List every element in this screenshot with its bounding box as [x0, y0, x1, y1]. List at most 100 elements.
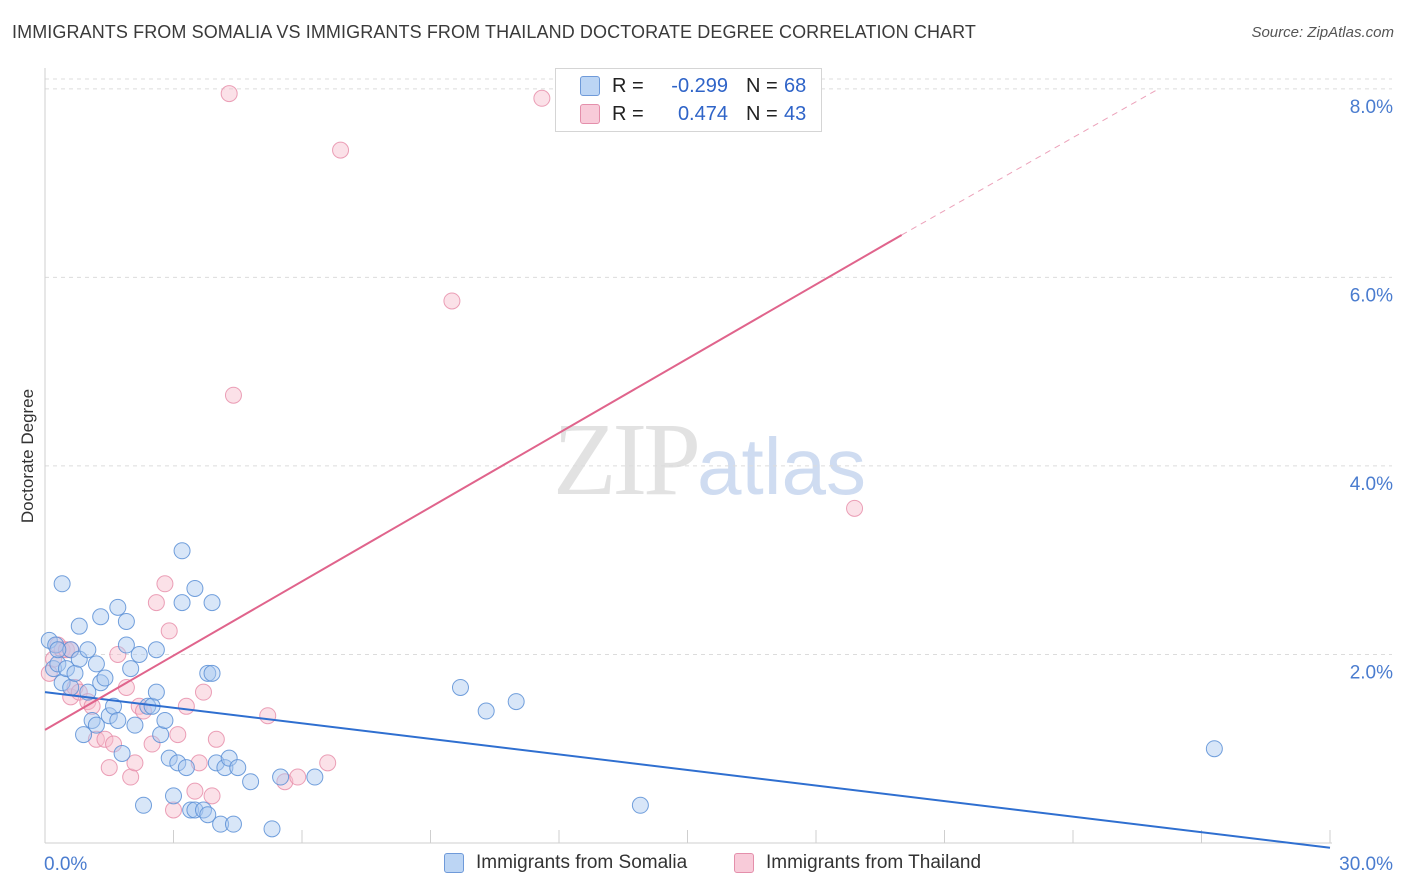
somalia-point	[173, 594, 191, 612]
somalia-trend-line	[44, 691, 1331, 849]
thailand-legend-swatch	[734, 853, 754, 873]
thailand-swatch	[580, 104, 600, 124]
r-label: R =	[612, 74, 644, 97]
thailand-point	[194, 683, 212, 701]
somalia-point	[169, 754, 187, 772]
source-credit: Source: ZipAtlas.com	[1251, 24, 1394, 41]
somalia-point	[109, 598, 127, 616]
somalia-point	[242, 773, 260, 791]
somalia-point	[272, 768, 290, 786]
somalia-point	[70, 617, 88, 635]
thailand-point	[96, 730, 114, 748]
somalia-point	[147, 683, 165, 701]
somalia-point	[477, 702, 495, 720]
thailand-point	[190, 754, 208, 772]
somalia-point	[126, 716, 144, 734]
somalia-point	[199, 806, 217, 824]
somalia-point	[62, 641, 80, 659]
series-legend: Immigrants from Somalia Immigrants from …	[0, 852, 1406, 878]
thailand-point	[203, 787, 221, 805]
r-value: -0.299	[671, 74, 728, 97]
somalia-point	[199, 664, 217, 682]
y-tick-label: 8.0%	[1350, 97, 1393, 118]
somalia-point	[177, 759, 195, 777]
somalia-point	[507, 693, 525, 711]
n-value: 43	[784, 102, 807, 125]
somalia-point	[224, 815, 242, 833]
somalia-point	[220, 749, 238, 767]
thailand-point	[443, 292, 461, 310]
thailand-point	[105, 735, 123, 753]
somalia-point	[186, 801, 204, 819]
somalia-point	[100, 707, 118, 725]
somalia-point	[152, 726, 170, 744]
somalia-point	[53, 674, 71, 692]
grid-lines	[45, 78, 1392, 655]
thailand-point	[126, 754, 144, 772]
somalia-point	[160, 749, 178, 767]
n-value: 68	[784, 74, 807, 97]
thailand-point	[160, 622, 178, 640]
somalia-point	[1205, 740, 1223, 758]
watermark: ZIPatlas	[553, 400, 866, 519]
somalia-point	[87, 655, 105, 673]
axes	[44, 68, 1332, 844]
somalia-point	[216, 759, 234, 777]
somalia-point	[53, 575, 71, 593]
thailand-point	[165, 801, 182, 819]
somalia-point	[75, 726, 93, 744]
somalia-point	[135, 796, 153, 814]
somalia-point	[173, 542, 191, 560]
axis-labels: 2.0% 4.0% 6.0% 8.0% 0.0% 30.0% Doctorate Degre…	[18, 97, 1393, 875]
y-tick-label: 2.0%	[1350, 662, 1393, 683]
somalia-point	[207, 754, 225, 772]
somalia-point	[212, 815, 230, 833]
legend-row-somalia: R = -0.299 N = 68	[580, 73, 806, 99]
thailand-point	[186, 782, 204, 800]
somalia-point	[451, 678, 469, 696]
somalia-legend-swatch	[444, 853, 464, 873]
thailand-points	[40, 85, 864, 819]
somalia-point	[156, 711, 174, 729]
n-label: N =	[746, 74, 778, 97]
y-tick-label: 4.0%	[1350, 474, 1393, 495]
r-value: 0.474	[677, 102, 728, 125]
x-tick-label: 30.0%	[1339, 854, 1393, 875]
thailand-point	[846, 499, 864, 517]
somalia-point	[203, 664, 221, 682]
thailand-point	[87, 730, 105, 748]
somalia-points	[40, 542, 1223, 838]
somalia-point	[147, 641, 165, 659]
legend-label-thailand: Immigrants from Thailand	[766, 852, 982, 873]
n-label: N =	[746, 102, 778, 125]
legend-row-thailand: R = 0.474 N = 43	[580, 101, 806, 127]
somalia-point	[203, 594, 221, 612]
thailand-point	[147, 594, 165, 612]
somalia-point	[96, 669, 114, 687]
watermark-atlas: atlas	[697, 422, 866, 511]
y-axis-label: Doctorate Degree	[18, 389, 37, 523]
somalia-point	[182, 801, 200, 819]
thailand-trend-line	[44, 234, 903, 731]
x-tick-label: 0.0%	[44, 854, 87, 875]
somalia-point	[186, 579, 204, 597]
somalia-point	[49, 655, 67, 673]
trend-lines	[44, 88, 1331, 849]
thailand-point	[220, 85, 238, 103]
somalia-point	[87, 716, 105, 734]
somalia-point	[122, 660, 140, 678]
somalia-point	[117, 636, 135, 654]
thailand-point	[156, 575, 174, 593]
thailand-point	[289, 768, 307, 786]
somalia-swatch	[580, 76, 600, 96]
legend-item-thailand[interactable]: Immigrants from Thailand	[734, 852, 981, 874]
somalia-point	[113, 744, 131, 762]
thailand-point	[319, 754, 337, 772]
thailand-point	[169, 726, 187, 744]
somalia-point	[92, 608, 110, 626]
thailand-point	[533, 89, 551, 107]
legend-item-somalia[interactable]: Immigrants from Somalia	[444, 852, 687, 874]
thailand-point	[100, 759, 118, 777]
thailand-point	[143, 735, 161, 753]
